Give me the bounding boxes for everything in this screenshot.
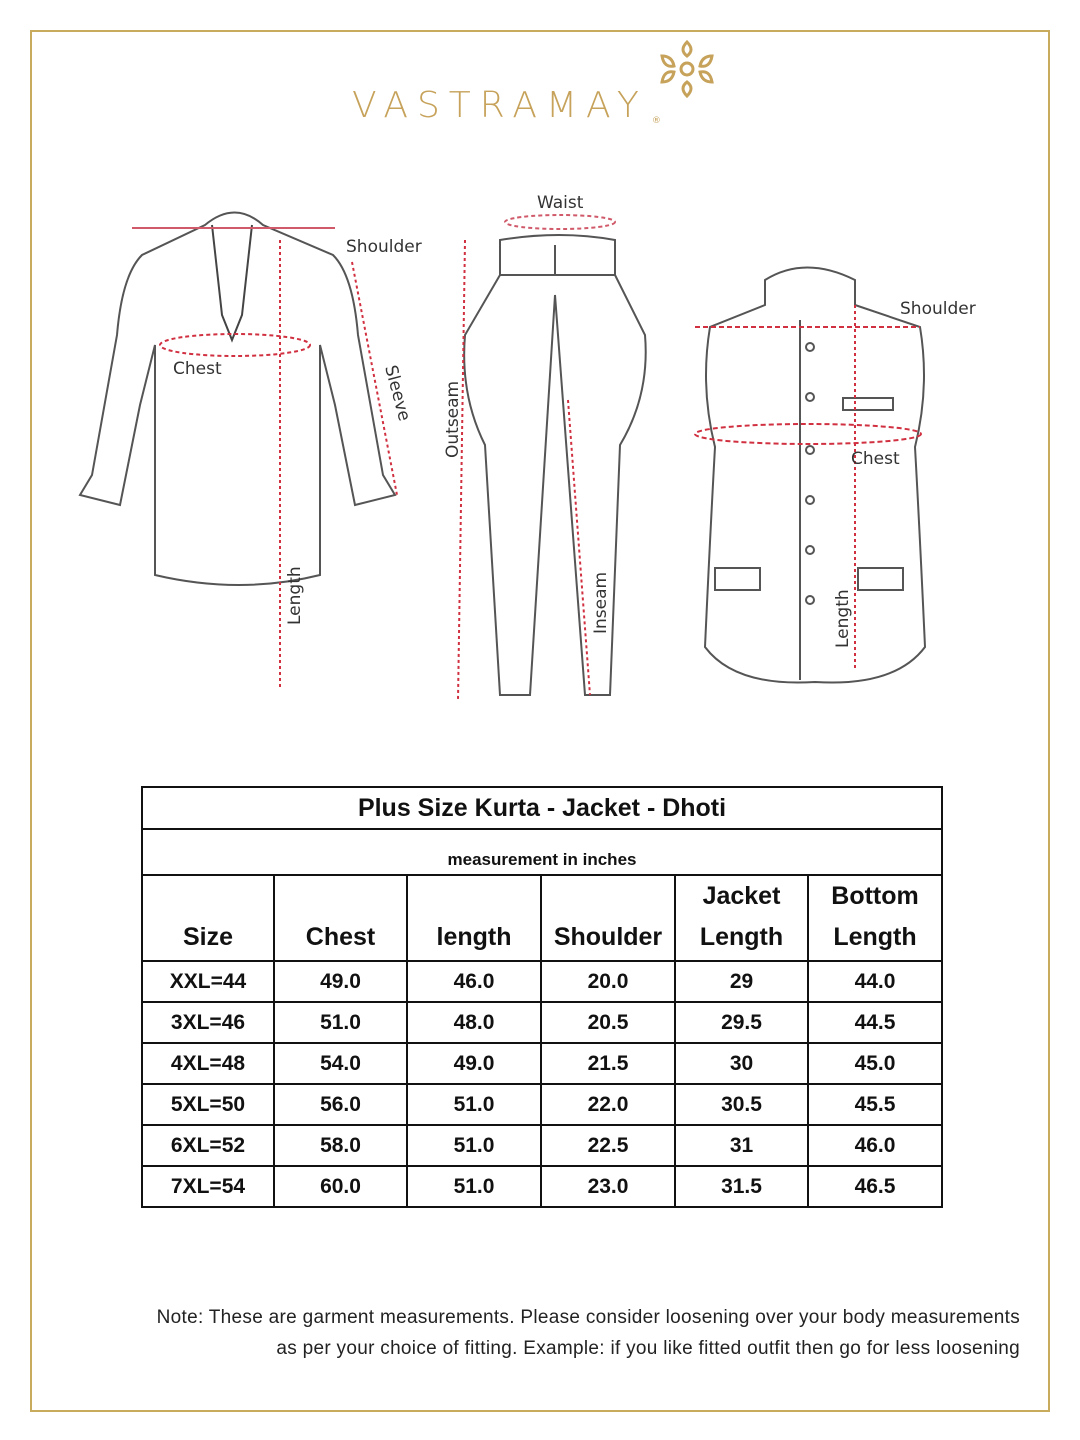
kurta-drawing [78,211,397,586]
kurta-shoulder-label: Shoulder [346,237,422,257]
fit-note: Note: These are garment measurements. Pl… [157,1302,1020,1364]
jacket-chest-label: Chest [851,449,900,469]
cell-size: 5XL=50 [141,1083,275,1126]
cell-chest: 58.0 [273,1124,408,1167]
header-size: Size [141,874,275,962]
cell-bottom-length: 44.5 [806,1001,944,1044]
header-length: length [406,874,542,962]
cell-bottom-length: 44.0 [806,960,944,1003]
table-row: 3XL=46 51.0 48.0 20.5 29.5 44.5 [141,1001,944,1044]
table-title: Plus Size Kurta - Jacket - Dhoti [140,786,944,830]
jacket-shoulder-label: Shoulder [900,299,976,319]
cell-size: 4XL=48 [141,1042,275,1085]
cell-bottom-length: 45.5 [806,1083,944,1126]
kurta-chest-label: Chest [173,359,222,379]
cell-bottom-length: 45.0 [806,1042,944,1085]
cell-length: 46.0 [406,960,542,1003]
size-chart-table: Plus Size Kurta - Jacket - Dhoti measure… [140,786,944,1208]
cell-size: 6XL=52 [141,1124,275,1167]
header-shoulder: Shoulder [540,874,676,962]
cell-size: XXL=44 [141,960,275,1003]
dhoti-outseam-label: Outseam [443,381,463,458]
cell-shoulder: 22.5 [540,1124,676,1167]
cell-shoulder: 23.0 [540,1165,676,1208]
header-jacket-length: Jacket Length [674,874,809,962]
kurta-sleeve-label: Sleeve [380,363,414,423]
cell-jacket-length: 30.5 [674,1083,809,1126]
kurta-length-label: Length [285,566,305,625]
cell-length: 51.0 [406,1124,542,1167]
cell-chest: 51.0 [273,1001,408,1044]
table-row: 4XL=48 54.0 49.0 21.5 30 45.0 [141,1042,944,1085]
cell-bottom-length: 46.5 [806,1165,944,1208]
dhoti-waist-label: Waist [537,193,584,213]
table-row: 5XL=50 56.0 51.0 22.0 30.5 45.5 [141,1083,944,1126]
brand-emblem-icon [660,39,714,99]
table-header-row: Size Chest length Shoulder Jacket Length … [141,874,944,962]
cell-bottom-length: 46.0 [806,1124,944,1167]
jacket-drawing [703,266,927,684]
brand-logo: VASTRAMAY [352,85,648,126]
cell-length: 51.0 [406,1165,542,1208]
cell-shoulder: 20.5 [540,1001,676,1044]
header-bottom-length: Bottom Length [806,874,944,962]
cell-chest: 60.0 [273,1165,408,1208]
registered-mark: ® [651,116,661,126]
cell-size: 3XL=46 [141,1001,275,1044]
cell-length: 51.0 [406,1083,542,1126]
garment-diagrams: Shoulder Chest Sleeve Length Waist Outse… [78,193,976,701]
dhoti-drawing [463,234,647,696]
cell-shoulder: 20.0 [540,960,676,1003]
note-line-2: as per your choice of fitting. Example: … [276,1338,1020,1359]
header-chest: Chest [273,874,408,962]
table-row: 6XL=52 58.0 51.0 22.5 31 46.0 [141,1124,944,1167]
cell-shoulder: 21.5 [540,1042,676,1085]
dhoti-inseam-label: Inseam [591,572,611,634]
cell-jacket-length: 31 [674,1124,809,1167]
table-row: 7XL=54 60.0 51.0 23.0 31.5 46.5 [141,1165,944,1208]
brand-row: VASTRAMAY ® [352,84,661,128]
cell-shoulder: 22.0 [540,1083,676,1126]
table-subtitle: measurement in inches [140,828,944,876]
jacket-length-label: Length [833,589,853,648]
cell-chest: 54.0 [273,1042,408,1085]
cell-length: 48.0 [406,1001,542,1044]
cell-jacket-length: 30 [674,1042,809,1085]
cell-length: 49.0 [406,1042,542,1085]
cell-chest: 49.0 [273,960,408,1003]
note-line-1: Note: These are garment measurements. Pl… [156,1307,1020,1328]
cell-jacket-length: 29.5 [674,1001,809,1044]
cell-chest: 56.0 [273,1083,408,1126]
table-row: XXL=44 49.0 46.0 20.0 29 44.0 [141,960,944,1003]
cell-jacket-length: 31.5 [674,1165,809,1208]
page-border [30,30,1050,1412]
cell-size: 7XL=54 [141,1165,275,1208]
cell-jacket-length: 29 [674,960,809,1003]
